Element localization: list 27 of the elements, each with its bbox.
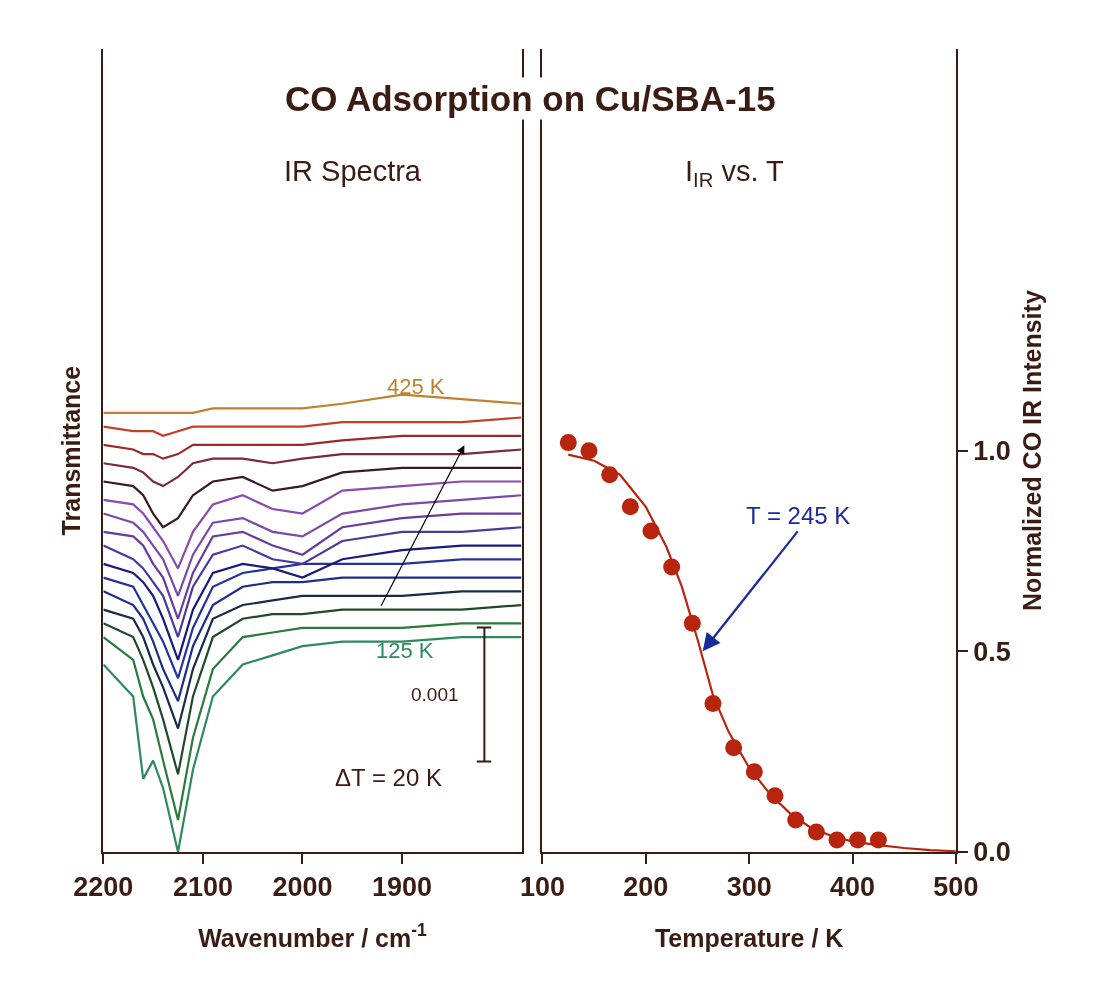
x-axis-title: Temperature / K	[654, 923, 844, 952]
x-tick-label: 300	[726, 872, 772, 903]
annotation: 0.001	[411, 684, 459, 705]
chart-title: CO Adsorption on Cu/SBA-15	[285, 79, 776, 118]
x-tick-label: 500	[933, 872, 979, 903]
y-tick-label: 1.0	[973, 436, 1011, 467]
point	[580, 442, 598, 460]
annotation: ΔT = 20 K	[335, 764, 442, 791]
chart-subtitle: IR Spectra	[284, 155, 422, 187]
text: I$_{IR}$ vs. T	[685, 155, 784, 192]
y-axis-title: Transmittance	[56, 365, 85, 536]
x-axis-title: Wavenumber / cm$^{-1}$	[198, 920, 427, 952]
annotation: 125 K	[376, 638, 434, 663]
x-tick-label: 100	[519, 872, 565, 903]
y-tick-label: 0.0	[973, 837, 1011, 868]
point	[621, 498, 639, 516]
x-tick-label: 2100	[172, 872, 233, 903]
annotation: T = 245 K	[746, 502, 851, 529]
x-tick-label: 200	[623, 872, 669, 903]
annotation: 425 K	[387, 374, 445, 399]
x-tick-label: 2000	[272, 872, 333, 903]
x-tick-label: 2200	[73, 872, 134, 903]
x-tick-label: 1900	[372, 872, 433, 903]
point	[559, 434, 577, 452]
y-tick-label: 0.5	[973, 636, 1011, 667]
y-axis-title: Normalized CO IR Intensity	[1018, 290, 1047, 612]
x-tick-label: 400	[830, 872, 876, 903]
